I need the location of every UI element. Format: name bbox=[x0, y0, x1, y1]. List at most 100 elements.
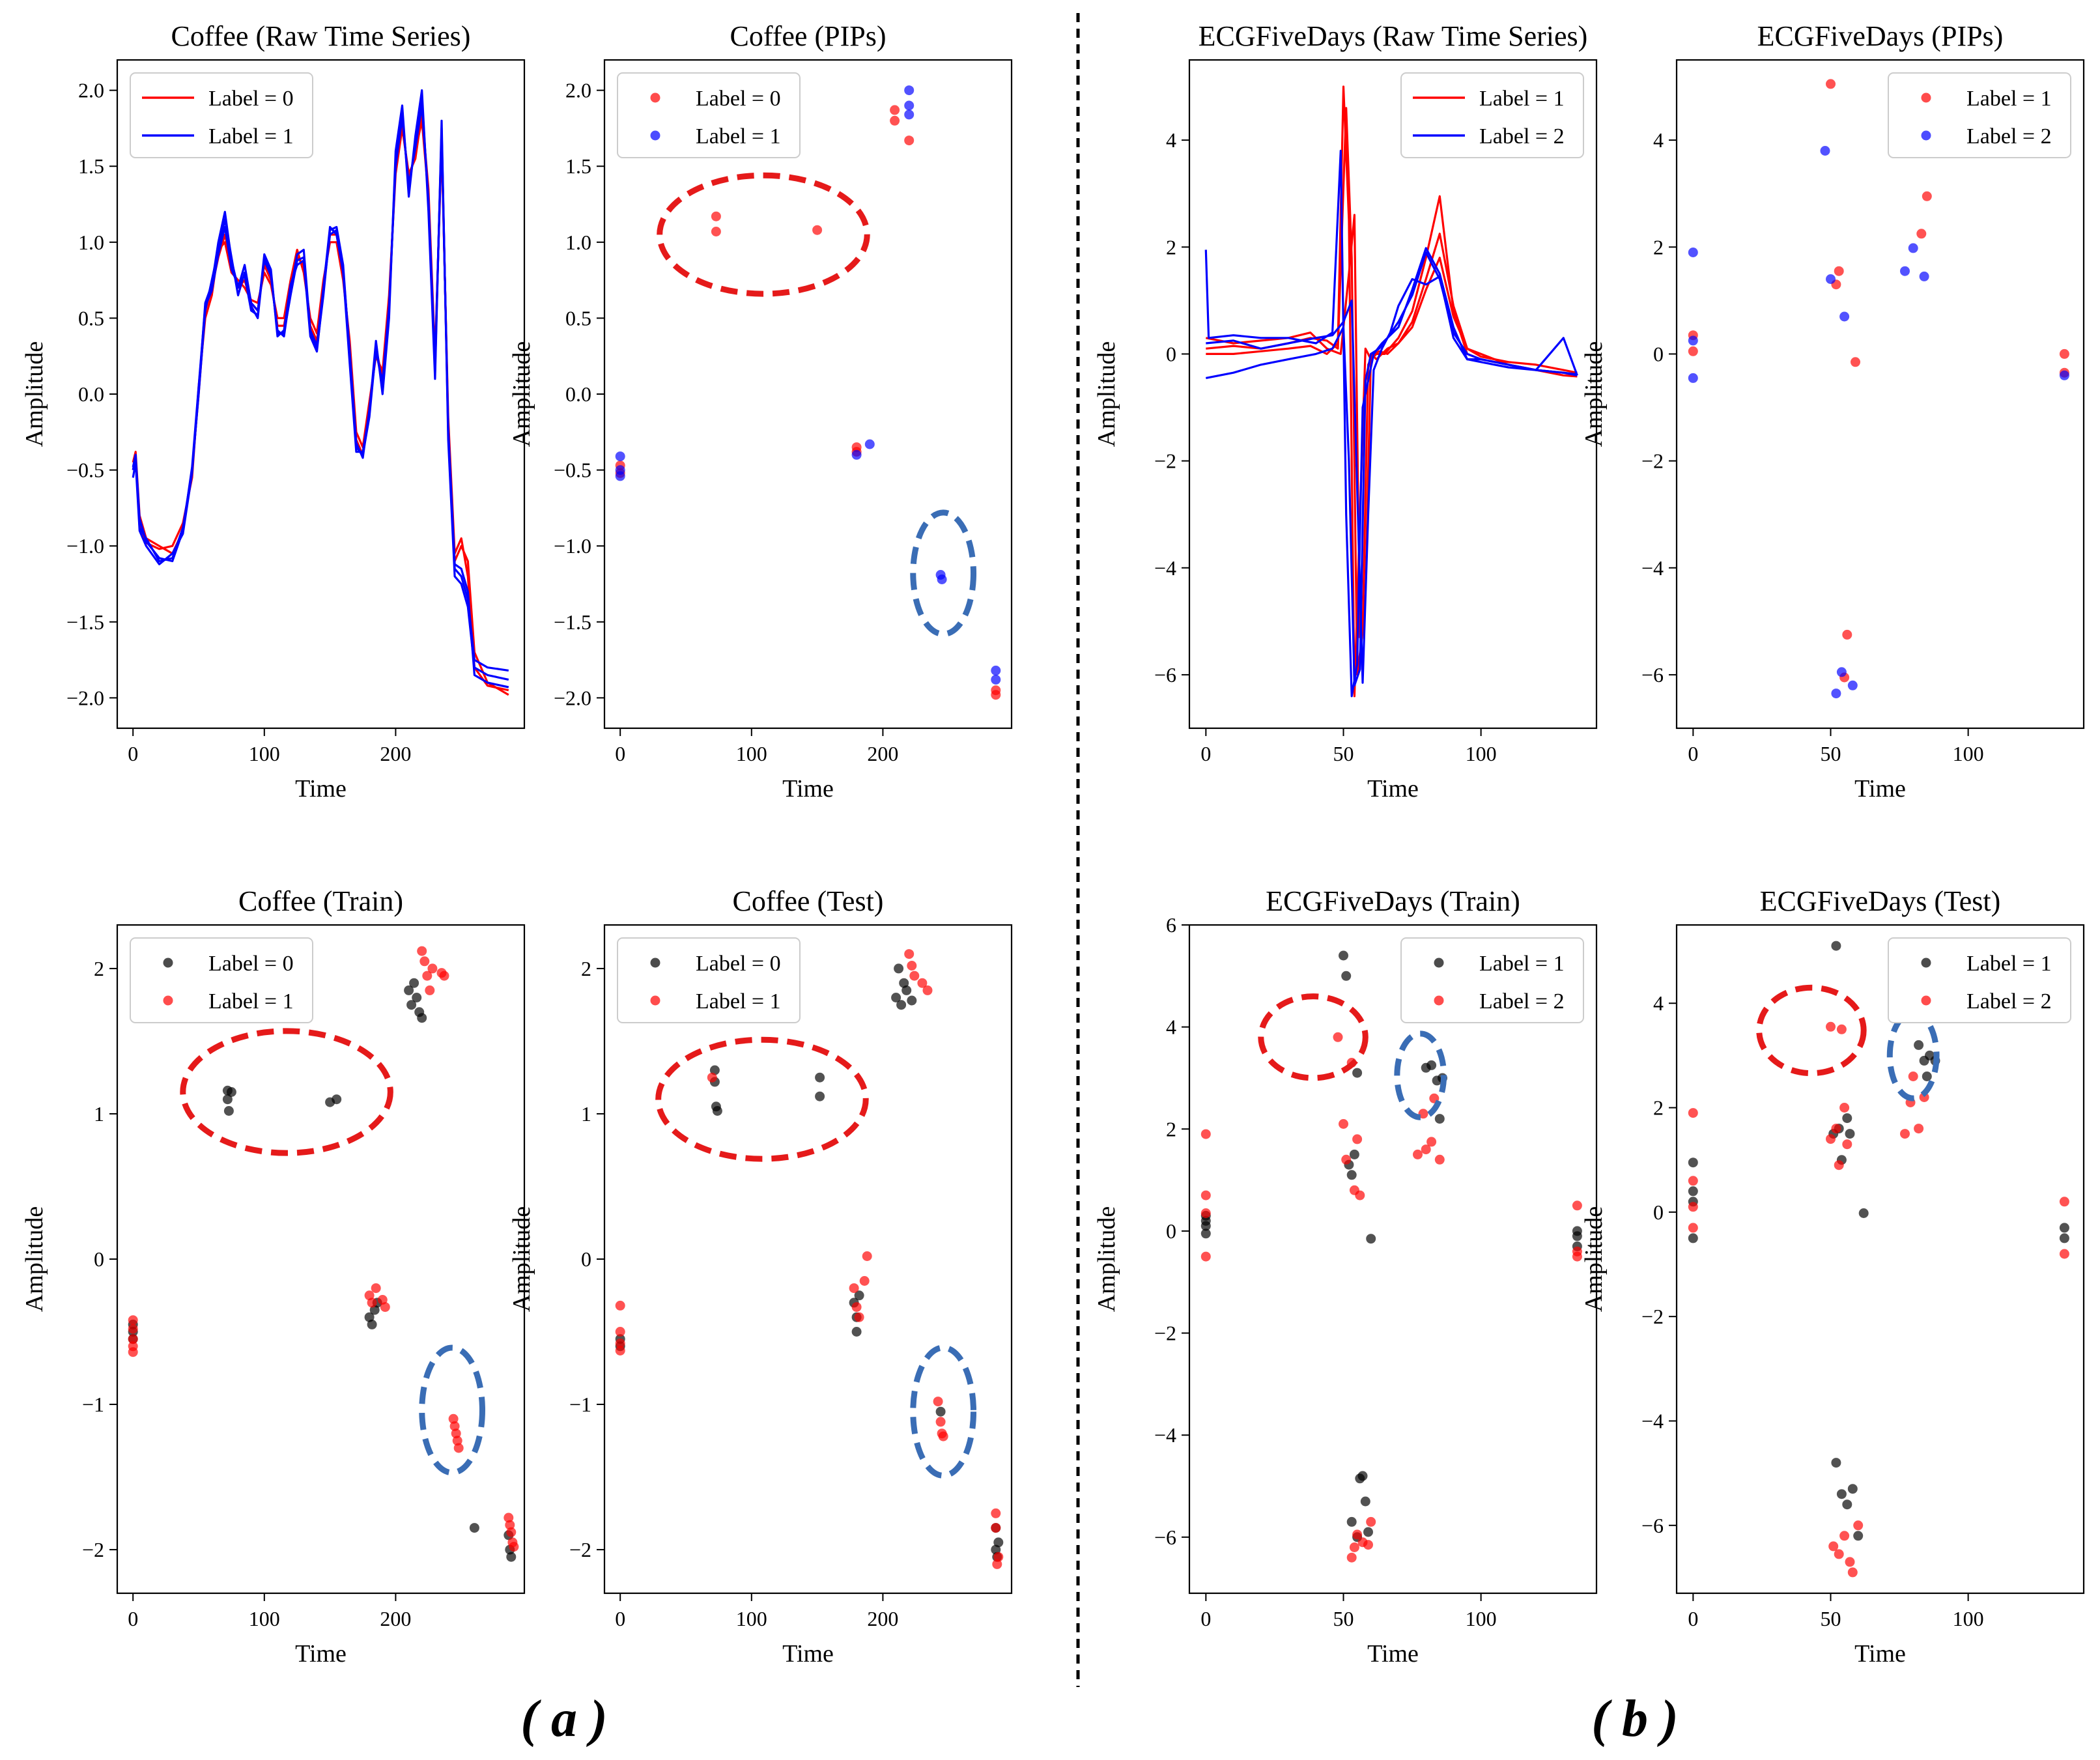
data-point bbox=[417, 1013, 427, 1023]
data-point bbox=[1688, 1233, 1698, 1243]
y-tick-label: 6 bbox=[1166, 913, 1176, 937]
data-point bbox=[412, 993, 422, 1002]
data-point bbox=[904, 949, 915, 959]
highlight-ellipse bbox=[419, 1344, 485, 1476]
y-tick-label: −1 bbox=[569, 1393, 591, 1416]
data-point bbox=[615, 1346, 625, 1355]
legend: Label = 1 Label = 2 bbox=[1400, 72, 1584, 158]
x-tick-label: 0 bbox=[615, 742, 625, 765]
data-point bbox=[1842, 629, 1852, 640]
data-point bbox=[1346, 1552, 1357, 1563]
series-line bbox=[132, 104, 509, 688]
data-point bbox=[1352, 1134, 1363, 1144]
legend-label: Label = 1 bbox=[1966, 952, 2052, 976]
data-layer bbox=[1204, 85, 1578, 698]
legend-swatch bbox=[163, 995, 173, 1006]
legend: Label = 0 Label = 1 bbox=[130, 937, 313, 1023]
y-tick-label: 2 bbox=[581, 957, 591, 980]
y-tick-label: −2 bbox=[82, 1538, 104, 1561]
data-point bbox=[505, 1520, 515, 1530]
y-tick-label: −4 bbox=[1154, 1423, 1176, 1447]
chart-title: ECGFiveDays (Raw Time Series) bbox=[1199, 20, 1588, 52]
data-point bbox=[896, 1000, 907, 1010]
plot-frame bbox=[1188, 924, 1598, 1595]
data-point bbox=[1845, 1557, 1855, 1567]
x-tick-label: 0 bbox=[128, 1607, 138, 1630]
x-tick-label: 200 bbox=[380, 1607, 411, 1630]
legend: Label = 0 Label = 1 bbox=[617, 72, 801, 158]
legend-label: Label = 2 bbox=[1966, 124, 2052, 149]
data-point bbox=[1572, 1200, 1582, 1211]
chart-ecg-test: ECGFiveDays (Test) Time Amplitude 0 50 100 −6 −… bbox=[1580, 885, 2085, 1668]
data-point bbox=[425, 985, 435, 995]
y-tick-label: 0.0 bbox=[565, 382, 591, 406]
y-axis-label: Amplitude bbox=[1093, 341, 1120, 447]
chart-title: Coffee (Raw Time Series) bbox=[171, 20, 471, 52]
data-point bbox=[615, 1327, 625, 1337]
data-point bbox=[2059, 1223, 2069, 1233]
data-point bbox=[1831, 1124, 1841, 1134]
x-tick-label: 100 bbox=[1953, 742, 1984, 765]
y-tick-label: 0 bbox=[1653, 342, 1664, 365]
y-tick-label: 0 bbox=[581, 1247, 591, 1271]
data-point bbox=[1834, 1549, 1844, 1559]
y-tick-label: −4 bbox=[1641, 556, 1664, 580]
series-line bbox=[132, 119, 509, 696]
data-point bbox=[907, 961, 917, 971]
data-point bbox=[1349, 1542, 1359, 1552]
data-point bbox=[991, 674, 1001, 685]
legend-swatch bbox=[650, 995, 660, 1006]
data-point bbox=[1333, 1032, 1343, 1042]
y-tick-label: −6 bbox=[1154, 663, 1176, 687]
data-point bbox=[2059, 348, 2069, 359]
x-axis-label: Time bbox=[295, 1640, 347, 1668]
data-point bbox=[2059, 1249, 2069, 1259]
x-tick-label: 0 bbox=[615, 1607, 625, 1630]
data-point bbox=[1688, 1157, 1698, 1168]
series-line bbox=[1206, 275, 1578, 684]
x-axis-label: Time bbox=[1367, 1640, 1419, 1668]
legend-swatch bbox=[1921, 958, 1931, 968]
x-tick-label: 0 bbox=[1688, 742, 1698, 765]
data-point bbox=[1352, 1068, 1363, 1078]
data-point bbox=[2059, 1197, 2069, 1207]
data-point bbox=[449, 1421, 460, 1431]
x-tick-label: 200 bbox=[867, 1607, 898, 1630]
highlight-ellipse bbox=[655, 1036, 869, 1162]
data-point bbox=[1688, 335, 1698, 346]
data-point bbox=[1200, 1228, 1211, 1239]
data-point bbox=[419, 956, 430, 967]
data-layer bbox=[1200, 950, 1582, 1563]
x-tick-label: 100 bbox=[736, 742, 767, 765]
legend-label: Label = 1 bbox=[696, 989, 781, 1014]
y-tick-label: −2 bbox=[569, 1538, 591, 1561]
data-point bbox=[1836, 1024, 1847, 1034]
y-tick-label: 2.0 bbox=[78, 79, 104, 102]
x-tick-label: 100 bbox=[736, 1607, 767, 1630]
legend-label: Label = 2 bbox=[1479, 989, 1565, 1014]
data-point bbox=[1851, 357, 1860, 367]
data-point bbox=[1688, 373, 1698, 383]
y-tick-label: 1.0 bbox=[78, 231, 104, 254]
data-point bbox=[451, 1428, 461, 1439]
series-line bbox=[132, 112, 509, 692]
y-tick-label: −0.5 bbox=[66, 459, 104, 482]
y-tick-label: −1 bbox=[82, 1393, 104, 1416]
y-tick-label: 1.0 bbox=[565, 231, 591, 254]
data-point bbox=[1357, 1471, 1368, 1481]
data-point bbox=[854, 1312, 864, 1322]
legend: Label = 1 Label = 2 bbox=[1400, 937, 1584, 1023]
data-point bbox=[991, 1523, 1001, 1533]
data-point bbox=[615, 471, 625, 481]
data-point bbox=[404, 985, 414, 995]
chart-coffee-pips: Coffee (PIPs) Time Amplitude 0 100 200 −2.0 −1.… bbox=[508, 20, 1013, 802]
legend-label: Label = 0 bbox=[208, 87, 294, 111]
data-point bbox=[1363, 1527, 1373, 1537]
data-point bbox=[1688, 1186, 1698, 1197]
data-point bbox=[938, 1431, 948, 1441]
x-tick-label: 0 bbox=[128, 742, 138, 765]
data-point bbox=[993, 1552, 1004, 1562]
data-point bbox=[907, 995, 917, 1006]
series-line bbox=[1205, 251, 1578, 687]
